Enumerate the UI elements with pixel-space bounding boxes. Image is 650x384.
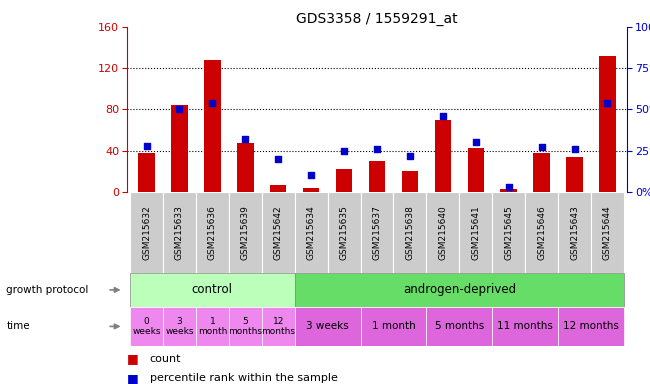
Bar bbox=[196, 192, 229, 273]
Point bbox=[405, 152, 415, 159]
Bar bbox=[426, 192, 460, 273]
Bar bbox=[492, 307, 558, 346]
Text: control: control bbox=[192, 283, 233, 296]
Bar bbox=[229, 192, 262, 273]
Bar bbox=[163, 307, 196, 346]
Bar bbox=[138, 153, 155, 192]
Text: GSM215642: GSM215642 bbox=[274, 205, 283, 260]
Bar bbox=[361, 307, 426, 346]
Text: GSM215635: GSM215635 bbox=[339, 205, 348, 260]
Bar bbox=[369, 161, 385, 192]
Bar bbox=[558, 192, 591, 273]
Text: ■: ■ bbox=[127, 353, 138, 366]
Text: GSM215641: GSM215641 bbox=[471, 205, 480, 260]
Text: percentile rank within the sample: percentile rank within the sample bbox=[150, 373, 337, 383]
Text: 12 months: 12 months bbox=[563, 321, 619, 331]
Text: androgen-deprived: androgen-deprived bbox=[403, 283, 516, 296]
Text: time: time bbox=[6, 321, 30, 331]
Bar bbox=[336, 169, 352, 192]
Bar bbox=[303, 188, 319, 192]
Bar bbox=[130, 273, 294, 307]
Bar bbox=[402, 171, 418, 192]
Bar bbox=[460, 192, 492, 273]
Bar bbox=[130, 192, 163, 273]
Bar bbox=[435, 120, 451, 192]
Point bbox=[504, 184, 514, 190]
Point bbox=[273, 156, 283, 162]
Point bbox=[471, 139, 481, 146]
Text: count: count bbox=[150, 354, 181, 364]
Bar bbox=[262, 192, 294, 273]
Text: 1 month: 1 month bbox=[372, 321, 415, 331]
Bar bbox=[534, 153, 550, 192]
Text: GSM215640: GSM215640 bbox=[438, 205, 447, 260]
Bar bbox=[196, 307, 229, 346]
Text: 11 months: 11 months bbox=[497, 321, 553, 331]
Bar bbox=[393, 192, 426, 273]
Bar bbox=[229, 307, 262, 346]
Point bbox=[141, 143, 151, 149]
Point bbox=[306, 172, 317, 179]
Bar bbox=[171, 105, 188, 192]
Bar bbox=[237, 144, 254, 192]
Point bbox=[536, 144, 547, 151]
Text: 5
months: 5 months bbox=[228, 317, 263, 336]
Point bbox=[174, 106, 185, 113]
Bar bbox=[500, 189, 517, 192]
Bar bbox=[599, 56, 616, 192]
Text: GSM215643: GSM215643 bbox=[570, 205, 579, 260]
Bar bbox=[204, 60, 220, 192]
Text: ■: ■ bbox=[127, 372, 138, 384]
Point bbox=[339, 148, 349, 154]
Bar bbox=[467, 147, 484, 192]
Bar bbox=[426, 307, 492, 346]
Text: GSM215645: GSM215645 bbox=[504, 205, 514, 260]
Point bbox=[603, 100, 613, 106]
Text: 0
weeks: 0 weeks bbox=[132, 317, 161, 336]
Bar bbox=[270, 185, 287, 192]
Point bbox=[437, 113, 448, 119]
Bar bbox=[130, 307, 163, 346]
Text: GSM215637: GSM215637 bbox=[372, 205, 382, 260]
Text: GSM215632: GSM215632 bbox=[142, 205, 151, 260]
Text: GSM215636: GSM215636 bbox=[208, 205, 217, 260]
Title: GDS3358 / 1559291_at: GDS3358 / 1559291_at bbox=[296, 12, 458, 26]
Text: GSM215633: GSM215633 bbox=[175, 205, 184, 260]
Bar bbox=[328, 192, 361, 273]
Text: GSM215646: GSM215646 bbox=[537, 205, 546, 260]
Bar bbox=[361, 192, 393, 273]
Text: 3
weeks: 3 weeks bbox=[165, 317, 194, 336]
Text: GSM215639: GSM215639 bbox=[240, 205, 250, 260]
Bar bbox=[525, 192, 558, 273]
Point bbox=[207, 100, 218, 106]
Bar bbox=[294, 192, 328, 273]
Point bbox=[372, 146, 382, 152]
Point bbox=[240, 136, 250, 142]
Text: growth protocol: growth protocol bbox=[6, 285, 89, 295]
Text: GSM215644: GSM215644 bbox=[603, 205, 612, 260]
Text: 12
months: 12 months bbox=[261, 317, 295, 336]
Text: 3 weeks: 3 weeks bbox=[306, 321, 349, 331]
Text: 5 months: 5 months bbox=[435, 321, 484, 331]
Bar bbox=[566, 157, 583, 192]
Bar bbox=[294, 307, 361, 346]
Bar bbox=[558, 307, 624, 346]
Text: 1
month: 1 month bbox=[198, 317, 227, 336]
Bar bbox=[492, 192, 525, 273]
Text: GSM215638: GSM215638 bbox=[406, 205, 415, 260]
Bar bbox=[294, 273, 624, 307]
Bar bbox=[163, 192, 196, 273]
Bar bbox=[591, 192, 624, 273]
Point bbox=[569, 146, 580, 152]
Text: GSM215634: GSM215634 bbox=[307, 205, 316, 260]
Bar bbox=[262, 307, 294, 346]
